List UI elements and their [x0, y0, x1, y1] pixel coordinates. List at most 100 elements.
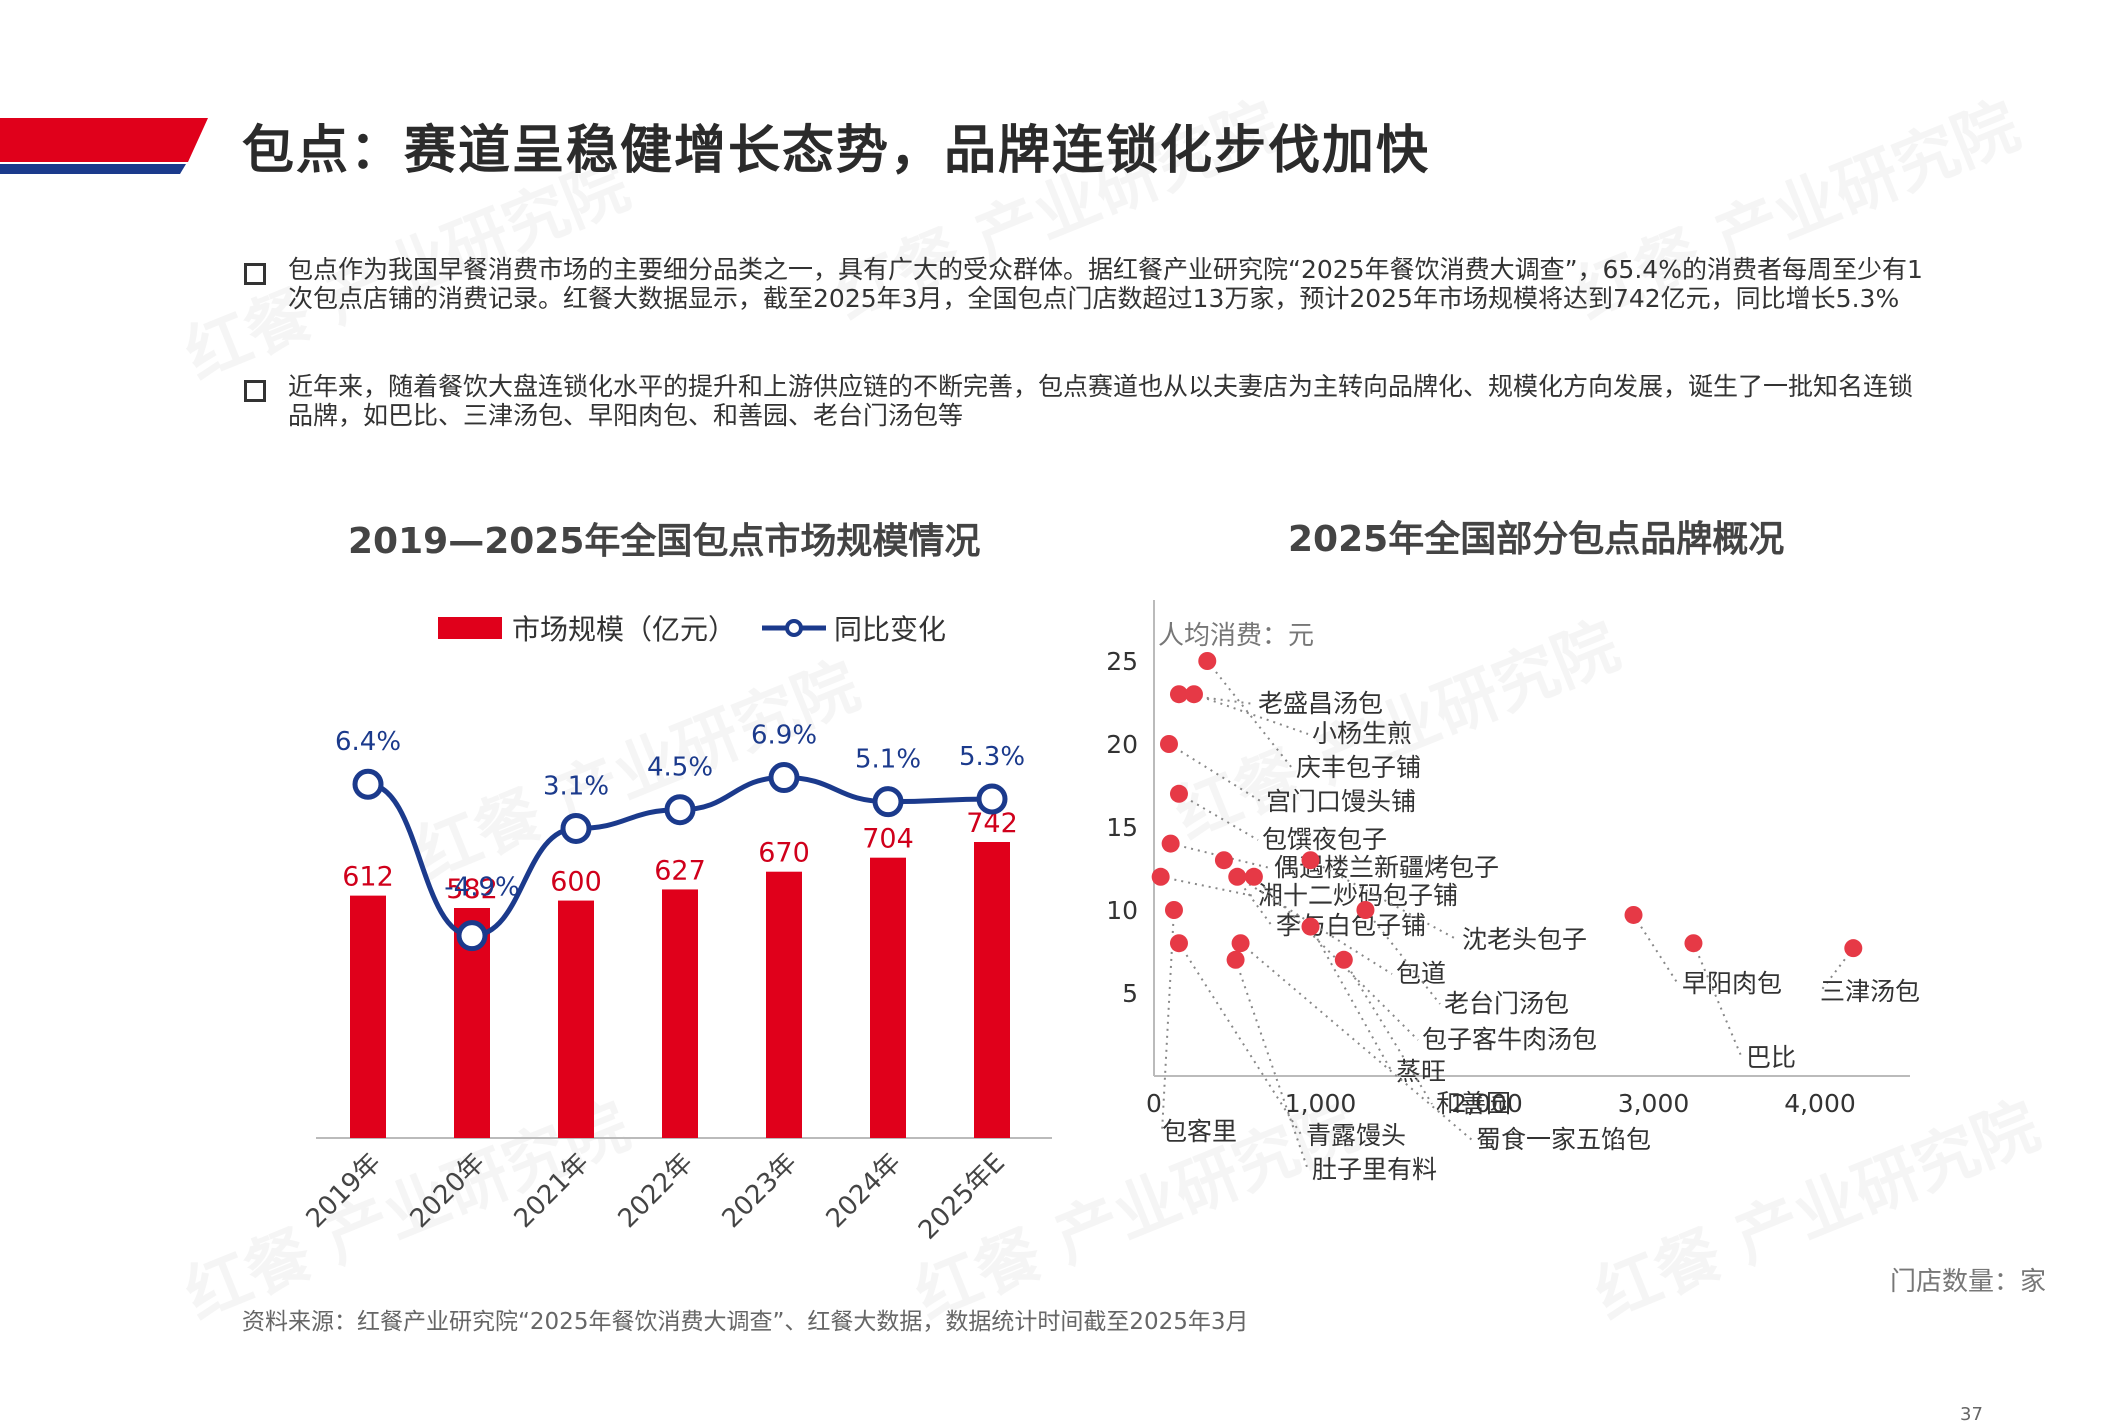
bar: [766, 871, 802, 1138]
line-point: [976, 783, 1008, 815]
scatter-chart-title: 2025年全国部分包点品牌概况: [1288, 519, 1785, 560]
scatter-chart: 人均消费：元门店数量：家5101520253001,0002,0003,0004…: [1106, 600, 2046, 1297]
bar-value-label: 670: [758, 838, 810, 869]
scatter-point: [1169, 784, 1188, 803]
line-value-label: 6.4%: [335, 727, 401, 757]
leader-line: [1206, 660, 1293, 769]
scatter-point: [1844, 939, 1863, 958]
scatter-point: [1301, 917, 1320, 936]
scatter-point: [1198, 652, 1217, 670]
point-label: 巴比: [1746, 1043, 1796, 1072]
line-value-label: 5.1%: [855, 745, 921, 775]
line-point: [872, 786, 904, 818]
y-tick-label: 10: [1106, 896, 1138, 925]
bar: [870, 857, 906, 1138]
line-point: [664, 794, 696, 826]
bar: [350, 895, 386, 1138]
bullet-square-icon: [244, 380, 266, 402]
y-tick-label: 20: [1106, 730, 1138, 759]
x-tick-label: 2020年: [405, 1148, 491, 1234]
point-label: 宫门口馒头铺: [1266, 787, 1416, 816]
x-tick-label: 2022年: [613, 1148, 699, 1234]
bar: [662, 889, 698, 1138]
bullet-text: 近年来，随着餐饮大盘连锁化水平的提升和上游供应链的不断完善，包点赛道也从以夫妻店…: [288, 372, 1914, 430]
line-value-label: 6.9%: [751, 721, 817, 751]
scatter-point: [1164, 901, 1183, 919]
point-label: 李与白包子铺: [1276, 911, 1426, 940]
scatter-point: [1684, 934, 1703, 953]
line-value-label: -4.9%: [444, 873, 519, 903]
x-tick-label: 0: [1146, 1089, 1162, 1118]
leader-line: [1178, 942, 1303, 1137]
header-accent-bars: [0, 118, 208, 174]
x-tick-label: 4,000: [1784, 1089, 1856, 1118]
point-label: 早阳肉包: [1682, 969, 1782, 998]
leader-line: [1168, 743, 1263, 803]
leader-line: [1234, 959, 1309, 1171]
line-value-label: 3.1%: [543, 771, 609, 801]
leader-line: [1160, 875, 1255, 897]
bullet-square-icon: [244, 263, 266, 285]
point-label: 青露馒头: [1306, 1121, 1406, 1150]
point-label: 庆丰包子铺: [1296, 753, 1421, 782]
y-tick-label: 25: [1106, 647, 1138, 676]
legend-line-swatch: [762, 619, 827, 637]
scatter-point: [1169, 685, 1188, 704]
y-axis-title: 人均消费：元: [1158, 621, 1314, 651]
line-point: [560, 812, 592, 844]
page-number: 37: [1960, 1404, 1983, 1425]
point-label: 包子客牛肉汤包: [1422, 1025, 1597, 1054]
legend-bar-label: 市场规模（亿元）: [512, 613, 737, 646]
scatter-point: [1228, 867, 1247, 886]
point-label: 沈老头包子: [1462, 925, 1587, 954]
line-value-label: 5.3%: [959, 742, 1025, 772]
line-value-label: 4.5%: [647, 753, 713, 783]
x-tick-label: 2025年E: [913, 1148, 1011, 1246]
page-title: 包点：赛道呈稳健增长态势，品牌连锁化步伐加快: [242, 121, 1431, 181]
bar-chart-title: 2019—2025年全国包点市场规模情况: [348, 521, 981, 562]
scatter-point: [1226, 950, 1245, 969]
scatter-point: [1231, 934, 1250, 953]
y-tick-label: 5: [1122, 979, 1138, 1008]
scatter-point: [1151, 867, 1170, 886]
x-tick-label: 2023年: [717, 1148, 803, 1234]
line-point: [768, 762, 800, 794]
line-point: [456, 920, 488, 952]
scatter-point: [1159, 735, 1178, 753]
leader-line: [1239, 942, 1473, 1141]
point-label: 蜀食一家五馅包: [1476, 1125, 1651, 1154]
bullet-item: 近年来，随着餐饮大盘连锁化水平的提升和上游供应链的不断完善，包点赛道也从以夫妻店…: [244, 372, 1924, 430]
header-blue-bar: [0, 164, 186, 174]
x-tick-label: 2021年: [509, 1148, 595, 1234]
point-label: 包客里: [1162, 1117, 1237, 1146]
leader-line: [1364, 909, 1441, 1005]
header-red-bar: [0, 118, 208, 162]
x-tick-label: 2019年: [301, 1148, 387, 1234]
scatter-point: [1356, 901, 1375, 919]
bar-value-label: 704: [862, 824, 914, 855]
x-tick-label: 2024年: [821, 1148, 907, 1234]
bar-line-chart: 612 2019年 582 2020年 600 2021年 627 2022年 670 2023年…: [301, 721, 1052, 1246]
bar: [558, 900, 594, 1138]
x-tick-label: 1,000: [1285, 1089, 1357, 1118]
x-tick-label: 3,000: [1618, 1089, 1690, 1118]
bar-value-label: 600: [550, 867, 602, 898]
bar-value-label: 627: [654, 855, 706, 886]
legend-bar-swatch: [438, 617, 502, 639]
bullet-item: 包点作为我国早餐消费市场的主要细分品类之一，具有广大的受众群体。据红餐产业研究院…: [244, 255, 1924, 313]
point-label: 老台门汤包: [1444, 989, 1569, 1018]
leader-line: [1178, 792, 1259, 841]
bar-value-label: 582: [446, 874, 498, 905]
scatter-point: [1244, 867, 1263, 886]
scatter-point: [1184, 685, 1203, 704]
bar: [974, 842, 1010, 1138]
point-label: 三津汤包: [1820, 977, 1920, 1006]
legend-line-label: 同比变化: [834, 613, 947, 646]
bullet-text: 包点作为我国早餐消费市场的主要细分品类之一，具有广大的受众群体。据红餐产业研究院…: [288, 255, 1923, 313]
scatter-point: [1161, 834, 1180, 853]
leader-line: [1178, 693, 1255, 705]
source-note: 资料来源：红餐产业研究院“2025年餐饮消费大调查”、红餐大数据，数据统计时间截…: [242, 1309, 1249, 1335]
y-tick-label: 15: [1106, 813, 1138, 842]
x-tick-label: 2,000: [1451, 1089, 1523, 1118]
scatter-point: [1214, 851, 1233, 870]
